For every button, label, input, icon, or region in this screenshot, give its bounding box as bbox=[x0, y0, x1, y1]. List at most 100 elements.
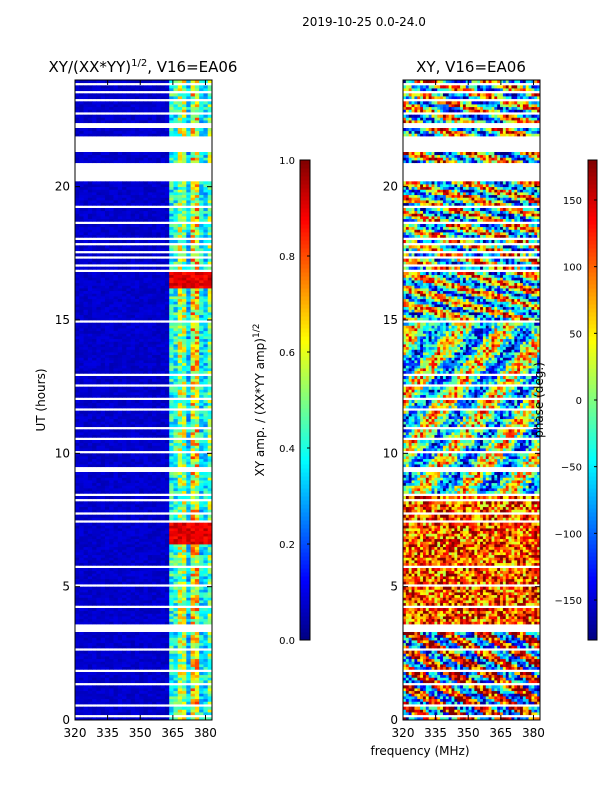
heatmap-cell bbox=[83, 240, 89, 244]
heatmap-cell bbox=[207, 490, 213, 494]
heatmap-cell bbox=[182, 378, 187, 382]
heatmap-cell bbox=[190, 589, 196, 593]
heatmap-cell bbox=[117, 389, 123, 393]
heatmap-cell bbox=[203, 362, 209, 366]
heatmap-cell bbox=[104, 514, 110, 518]
heatmap-cell bbox=[169, 378, 174, 382]
heatmap-cell bbox=[186, 285, 191, 289]
heatmap-cell bbox=[113, 346, 119, 350]
heatmap-cell bbox=[87, 309, 93, 313]
heatmap-cell bbox=[83, 597, 89, 601]
heatmap-cell bbox=[203, 429, 209, 433]
heatmap-cell bbox=[139, 288, 144, 292]
heatmap-cell bbox=[139, 266, 144, 270]
heatmap-cell bbox=[199, 656, 204, 660]
heatmap-cell bbox=[109, 405, 114, 409]
heatmap-cell bbox=[139, 421, 144, 425]
heatmap-cell bbox=[156, 325, 162, 329]
heatmap-cell bbox=[207, 224, 213, 228]
heatmap-cell bbox=[173, 568, 179, 572]
heatmap-cell bbox=[164, 352, 170, 356]
heatmap-cell bbox=[134, 589, 140, 593]
heatmap-cell bbox=[113, 453, 119, 457]
heatmap-cell bbox=[100, 333, 106, 337]
heatmap-cell bbox=[122, 680, 127, 684]
heatmap-cell bbox=[130, 525, 136, 529]
heatmap-cell bbox=[147, 298, 153, 302]
heatmap-cell bbox=[190, 594, 196, 598]
heatmap-cell bbox=[83, 560, 89, 564]
heatmap-cell bbox=[203, 693, 209, 697]
heatmap-cell bbox=[126, 618, 132, 622]
heatmap-cell bbox=[75, 440, 80, 444]
heatmap-cell bbox=[152, 333, 157, 337]
heatmap-cell bbox=[117, 528, 123, 532]
heatmap-cell bbox=[134, 240, 140, 244]
heatmap-cell bbox=[100, 618, 106, 622]
heatmap-cell bbox=[186, 634, 191, 638]
heatmap-cell bbox=[92, 277, 97, 281]
heatmap-cell bbox=[75, 621, 80, 625]
heatmap-cell bbox=[169, 461, 174, 465]
heatmap-cell bbox=[203, 266, 209, 270]
heatmap-cell bbox=[130, 301, 136, 305]
heatmap-cell bbox=[87, 461, 93, 465]
heatmap-cell bbox=[109, 253, 114, 257]
heatmap-cell bbox=[203, 416, 209, 420]
heatmap-cell bbox=[147, 594, 153, 598]
heatmap-cell bbox=[139, 477, 144, 481]
heatmap-cell bbox=[134, 368, 140, 372]
heatmap-cell bbox=[173, 325, 179, 329]
heatmap-cell bbox=[182, 698, 187, 702]
heatmap-cell bbox=[177, 440, 183, 444]
heatmap-cell bbox=[199, 472, 204, 476]
heatmap-cell bbox=[190, 248, 196, 252]
heatmap-cell bbox=[100, 344, 106, 348]
heatmap-cell bbox=[194, 488, 200, 492]
heatmap-cell bbox=[100, 386, 106, 390]
heatmap-cell bbox=[113, 245, 119, 249]
heatmap-cell bbox=[143, 344, 149, 348]
heatmap-cell bbox=[177, 328, 183, 332]
heatmap-cell bbox=[156, 504, 162, 508]
heatmap-cell bbox=[130, 429, 136, 433]
heatmap-cell bbox=[134, 637, 140, 641]
heatmap-cell bbox=[156, 434, 162, 438]
heatmap-cell bbox=[122, 557, 127, 561]
heatmap-cell bbox=[109, 338, 114, 342]
heatmap-cell bbox=[104, 642, 110, 646]
heatmap-cell bbox=[186, 258, 191, 262]
heatmap-cell bbox=[96, 634, 102, 638]
heatmap-cell bbox=[134, 261, 140, 265]
heatmap-cell bbox=[147, 613, 153, 617]
heatmap-cell bbox=[104, 581, 110, 585]
heatmap-cell bbox=[194, 496, 200, 500]
heatmap-cell bbox=[143, 360, 149, 364]
heatmap-cell bbox=[152, 581, 157, 585]
heatmap-cell bbox=[207, 448, 213, 452]
heatmap-cell bbox=[190, 597, 196, 601]
heatmap-cell bbox=[177, 600, 183, 604]
heatmap-cell bbox=[190, 525, 196, 529]
heatmap-cell bbox=[126, 285, 132, 289]
heatmap-cell bbox=[177, 258, 183, 262]
heatmap-cell bbox=[156, 360, 162, 364]
heatmap-cell bbox=[109, 218, 114, 222]
heatmap-cell bbox=[122, 656, 127, 660]
heatmap-cell bbox=[203, 533, 209, 537]
heatmap-cell bbox=[122, 477, 127, 481]
heatmap-cell bbox=[79, 480, 84, 484]
heatmap-cell bbox=[87, 248, 93, 252]
heatmap-cell bbox=[190, 333, 196, 337]
heatmap-cell bbox=[139, 696, 144, 700]
heatmap-cell bbox=[134, 562, 140, 566]
heatmap-cell bbox=[96, 506, 102, 510]
heatmap-cell bbox=[75, 538, 80, 542]
heatmap-cell bbox=[177, 557, 183, 561]
heatmap-cell bbox=[117, 360, 123, 364]
heatmap-cell bbox=[156, 312, 162, 316]
heatmap-cell bbox=[134, 317, 140, 321]
heatmap-cell bbox=[109, 461, 114, 465]
heatmap-cell bbox=[160, 360, 166, 364]
heatmap-cell bbox=[169, 576, 174, 580]
